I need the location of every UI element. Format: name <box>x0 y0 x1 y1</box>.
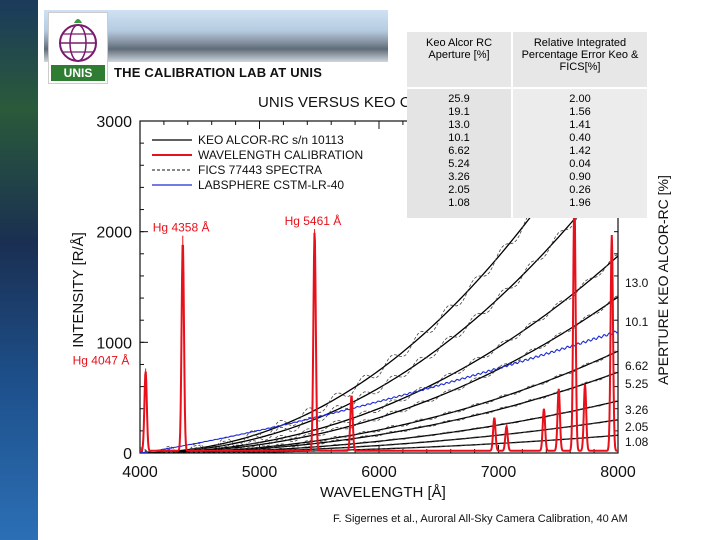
keo-aperture-curve <box>140 434 618 453</box>
aperture-curve-label: 13.0 <box>625 276 649 290</box>
aperture-value: 6.62 <box>448 145 470 157</box>
page-title: THE CALIBRATION LAB AT UNIS <box>114 65 323 80</box>
logo-text: UNIS <box>63 66 93 80</box>
fics-spectrum-curve <box>140 254 618 453</box>
chart-title: UNIS VERSUS KEO C <box>258 94 411 111</box>
x-tick-label: 6000 <box>361 464 397 481</box>
y2-axis-label: APERTURE KEO ALCOR-RC [%] <box>655 175 671 385</box>
aperture-value: 5.24 <box>448 158 470 170</box>
left-decoration <box>0 0 38 540</box>
error-table: Keo Alcor RC Aperture [%] Relative Integ… <box>407 32 647 218</box>
mercury-line-annotation: Hg 4358 Å <box>153 220 210 235</box>
aperture-value: 13.0 <box>448 119 470 131</box>
error-value: 2.00 <box>569 93 591 105</box>
fics-spectrum-curve <box>140 419 618 453</box>
aperture-curve-label: 10.1 <box>625 315 649 329</box>
aperture-curve-label: 3.26 <box>625 403 649 417</box>
aperture-values-cell: 25.9 19.1 13.0 10.1 6.62 5.24 3.26 2.05 1.08 <box>407 88 513 218</box>
keo-aperture-curve <box>140 296 618 453</box>
aperture-value: 3.26 <box>448 171 470 183</box>
aperture-curve-label: 6.62 <box>625 359 649 373</box>
x-tick-label: 7000 <box>481 464 517 481</box>
legend-label: KEO ALCOR-RC s/n 10113 <box>198 133 344 147</box>
error-value: 0.04 <box>569 158 591 170</box>
y-tick-label: 0 <box>123 446 132 463</box>
aperture-value: 1.08 <box>448 197 470 209</box>
unis-logo: UNIS <box>48 12 108 84</box>
aperture-curve-label: 1.08 <box>625 435 649 449</box>
error-value: 1.41 <box>569 119 591 131</box>
table-header-error: Relative Integrated Percentage Error Keo… <box>512 32 647 89</box>
y-tick-label: 2000 <box>96 225 132 242</box>
error-value: 0.90 <box>569 171 591 183</box>
fics-spectrum-curve <box>140 295 618 453</box>
error-value: 1.96 <box>569 197 591 209</box>
aperture-value: 10.1 <box>448 132 470 144</box>
error-value: 0.40 <box>569 132 591 144</box>
mercury-line-annotation: Hg 4047 Å <box>73 352 130 367</box>
keo-aperture-curve <box>140 164 618 453</box>
table-header-aperture: Keo Alcor RC Aperture [%] <box>407 32 513 89</box>
table-body-row: 25.9 19.1 13.0 10.1 6.62 5.24 3.26 2.05 1.08 2.0… <box>407 88 647 218</box>
aperture-value: 19.1 <box>448 106 470 118</box>
x-axis-label: WAVELENGTH [Å] <box>320 484 446 501</box>
y-tick-label: 3000 <box>96 114 132 131</box>
y-axis-label: INTENSITY [R/Å] <box>70 232 87 348</box>
fics-spectrum-curve <box>140 162 618 453</box>
error-value: 1.56 <box>569 106 591 118</box>
x-tick-label: 5000 <box>242 464 278 481</box>
labsphere-curve <box>140 330 618 453</box>
wavelength-calibration-spectrum <box>140 197 618 452</box>
error-value: 1.42 <box>569 145 591 157</box>
legend-label: FICS 77443 SPECTRA <box>198 163 322 177</box>
globe-icon <box>51 19 105 81</box>
x-tick-label: 8000 <box>600 464 636 481</box>
aperture-curve-label: 2.05 <box>625 420 649 434</box>
x-tick-label: 4000 <box>122 464 158 481</box>
legend-label: WAVELENGTH CALIBRATION <box>198 148 363 162</box>
table-header-row: Keo Alcor RC Aperture [%] Relative Integ… <box>407 32 647 89</box>
mercury-line-annotation: Hg 5461 Å <box>285 213 342 228</box>
error-values-cell: 2.00 1.56 1.41 0.40 1.42 0.04 0.90 0.26 1.96 <box>512 88 647 218</box>
y-tick-label: 1000 <box>96 335 132 352</box>
keo-aperture-curve <box>140 255 618 453</box>
citation-caption: F. Sigernes et al., Auroral All-Sky Came… <box>333 513 628 525</box>
aperture-value: 2.05 <box>448 184 470 196</box>
aperture-value: 25.9 <box>448 93 470 105</box>
aperture-curve-label: 5.25 <box>625 377 649 391</box>
error-value: 0.26 <box>569 184 591 196</box>
legend-label: LABSPHERE CSTM-LR-40 <box>198 178 344 192</box>
